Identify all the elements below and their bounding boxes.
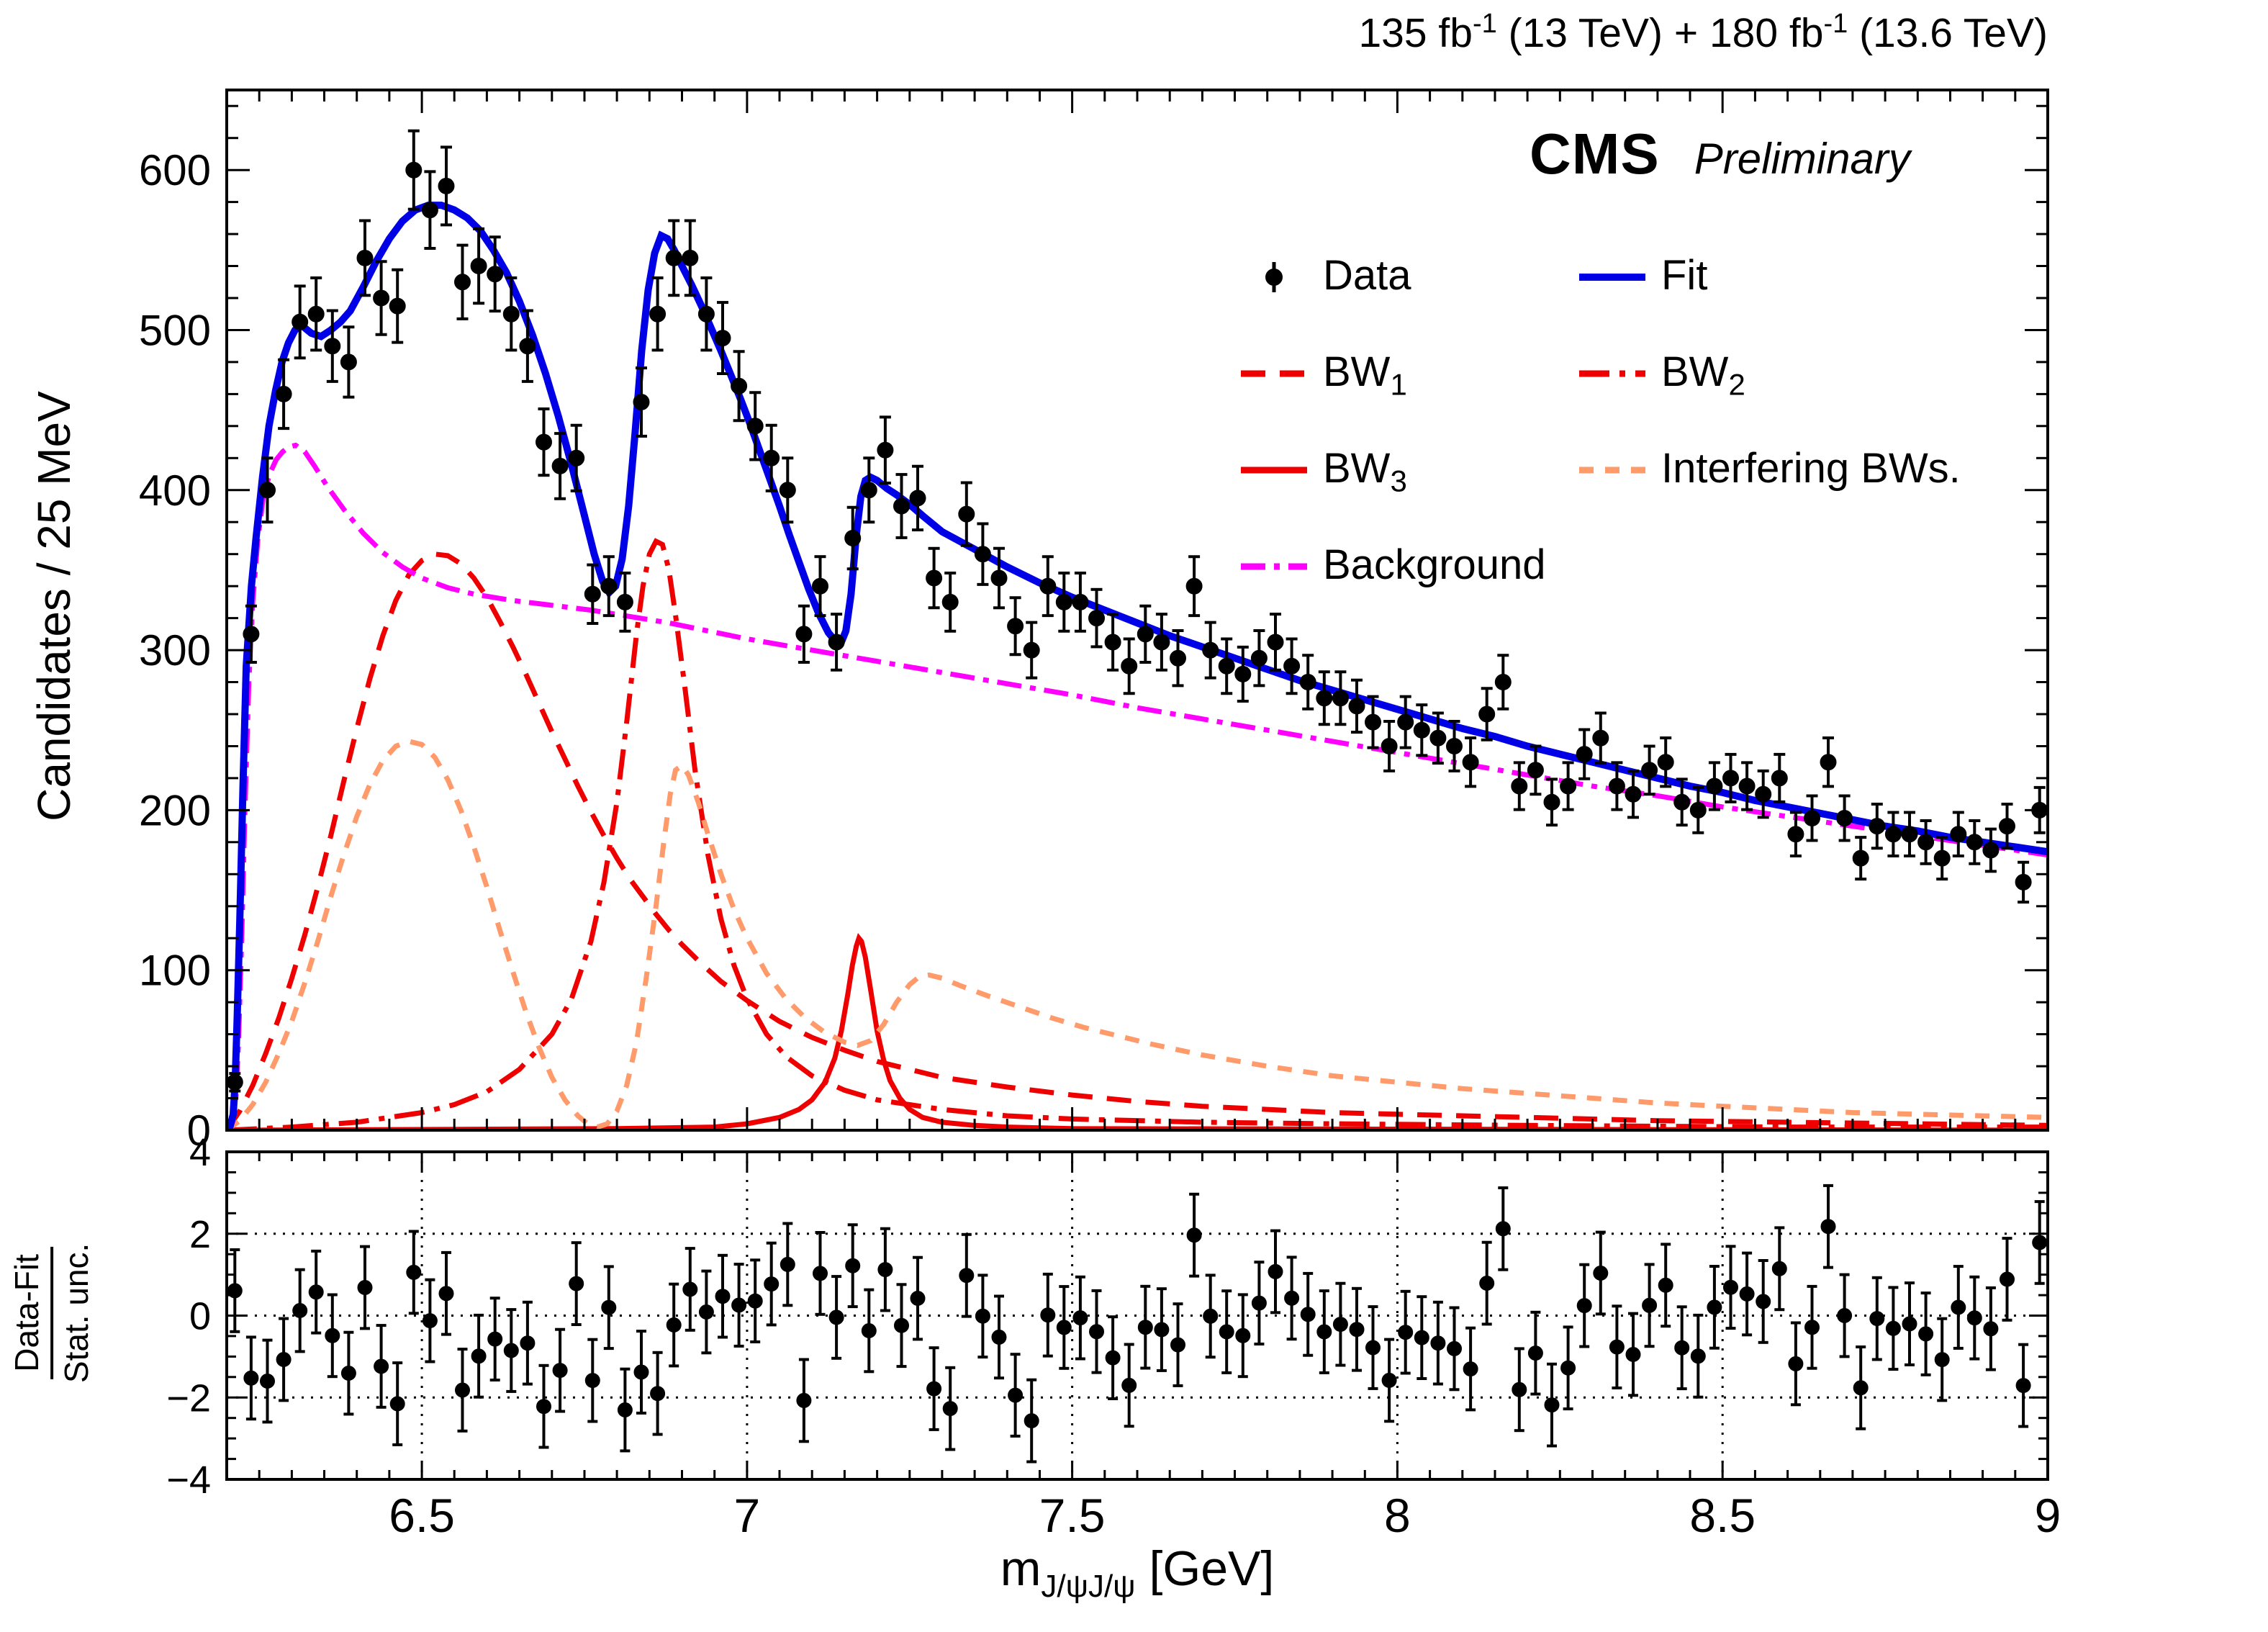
fit-line-icon — [1579, 274, 1645, 281]
svg-text:4: 4 — [189, 1131, 211, 1174]
legend-label-fit: Fit — [1661, 251, 1708, 299]
legend-label-data: Data — [1323, 251, 1411, 299]
svg-text:300: 300 — [139, 626, 211, 675]
legend-label-bw2: BW2 — [1661, 348, 1745, 402]
ratio-axis-numerator: Data-Fit — [8, 1247, 53, 1379]
svg-text:8: 8 — [1384, 1489, 1411, 1542]
legend-item-background: Background — [1239, 541, 1578, 593]
svg-text:500: 500 — [139, 307, 211, 355]
ratio-frame — [225, 1150, 2049, 1481]
bw2-line-icon — [1579, 370, 1645, 377]
lumi-part-1: 135 fb — [1358, 10, 1473, 56]
luminosity-label: 135 fb-1 (13 TeV) + 180 fb-1 (13.6 TeV) — [1358, 9, 2048, 57]
svg-text:8.5: 8.5 — [1689, 1489, 1756, 1542]
lumi-part-2: (13 TeV) + 180 fb — [1496, 10, 1824, 56]
svg-text:600: 600 — [139, 146, 211, 194]
legend-item-fit: Fit — [1578, 251, 2053, 304]
experiment-header: CMS Preliminary — [1530, 121, 1910, 187]
ratio-axis-title: Data-Fit Stat. unc. — [8, 1191, 96, 1435]
cms-label: CMS — [1530, 122, 1660, 186]
svg-text:400: 400 — [139, 466, 211, 515]
lumi-sup-1: -1 — [1472, 9, 1497, 39]
bw3-curve — [227, 932, 2048, 1130]
ratio-axis-denominator: Stat. unc. — [58, 1243, 95, 1384]
bw3-line-icon — [1241, 466, 1307, 474]
svg-text:2: 2 — [189, 1213, 211, 1256]
legend-label-interfering: Interfering BWs. — [1661, 444, 1961, 492]
axis-ticks — [227, 90, 2049, 1481]
svg-text:0: 0 — [189, 1295, 211, 1338]
lumi-sup-2: -1 — [1823, 9, 1848, 39]
svg-text:−4: −4 — [166, 1459, 211, 1502]
interfering-line-icon — [1579, 466, 1645, 474]
svg-text:9: 9 — [2035, 1489, 2061, 1542]
legend-item-data: Data — [1239, 251, 1578, 304]
data-marker-icon — [1265, 262, 1283, 292]
legend-item-bw2: BW2 — [1578, 348, 2053, 400]
bw1-line-icon — [1241, 370, 1307, 377]
svg-text:7.5: 7.5 — [1039, 1489, 1106, 1542]
legend-item-bw1: BW1 — [1239, 348, 1578, 400]
preliminary-label: Preliminary — [1694, 135, 1910, 183]
interfering-curve — [227, 739, 2048, 1130]
svg-text:7: 7 — [734, 1489, 761, 1542]
lumi-part-3: (13.6 TeV) — [1848, 10, 2048, 56]
svg-text:−2: −2 — [166, 1376, 211, 1420]
legend: Data Fit BW1 BW2 BW3 Interfering BWs. Ba… — [1239, 229, 2053, 615]
legend-item-bw3: BW3 — [1239, 444, 1578, 497]
x-axis-title: mJ/ψJ/ψ [GeV] — [1000, 1541, 1275, 1604]
background-line-icon — [1241, 563, 1307, 570]
svg-text:200: 200 — [139, 786, 211, 834]
svg-text:100: 100 — [139, 947, 211, 995]
legend-label-bw3: BW3 — [1323, 444, 1407, 498]
main-frame — [225, 89, 2049, 1132]
fit-curves — [227, 202, 2048, 1130]
pull-points — [227, 1184, 2048, 1464]
tick-labels: 0 100 200 300 400 500 600 −4 −2 0 2 4 6.5 7 7.5 8 8.5 9 — [139, 146, 2061, 1542]
data-points — [227, 129, 2048, 1093]
svg-text:6.5: 6.5 — [389, 1489, 455, 1542]
y-axis-title: Candidates / 25 MeV — [28, 391, 80, 821]
svg-text:0: 0 — [187, 1106, 211, 1155]
bw1-curve — [227, 551, 2048, 1130]
legend-label-background: Background — [1323, 541, 1546, 588]
legend-item-interfering: Interfering BWs. — [1578, 444, 2053, 497]
ratio-gridlines — [227, 1152, 2048, 1479]
legend-label-bw1: BW1 — [1323, 348, 1407, 402]
fit-curve — [227, 202, 2048, 1130]
